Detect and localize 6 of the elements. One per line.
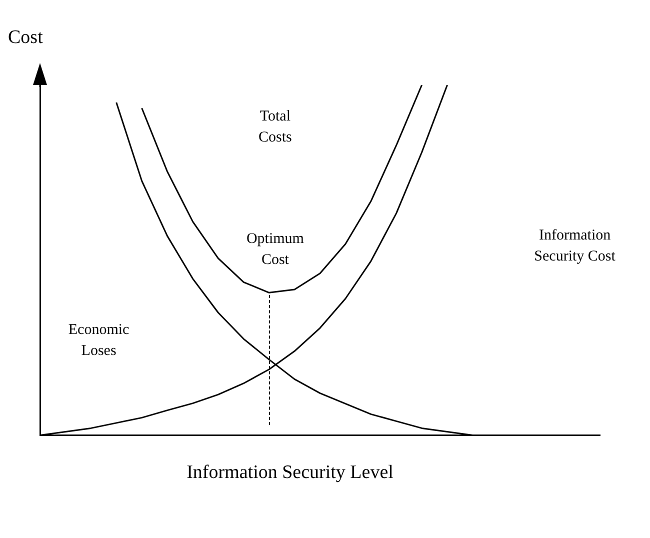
x-axis-title: Information Security Level <box>186 462 394 484</box>
y-axis-title: Cost <box>8 26 44 48</box>
annotation: Economic Loses <box>68 322 130 360</box>
annotation: Optimum Cost <box>246 231 304 268</box>
annotation: Information Security Cost <box>534 228 616 265</box>
annotation: Total Costs <box>258 108 292 146</box>
